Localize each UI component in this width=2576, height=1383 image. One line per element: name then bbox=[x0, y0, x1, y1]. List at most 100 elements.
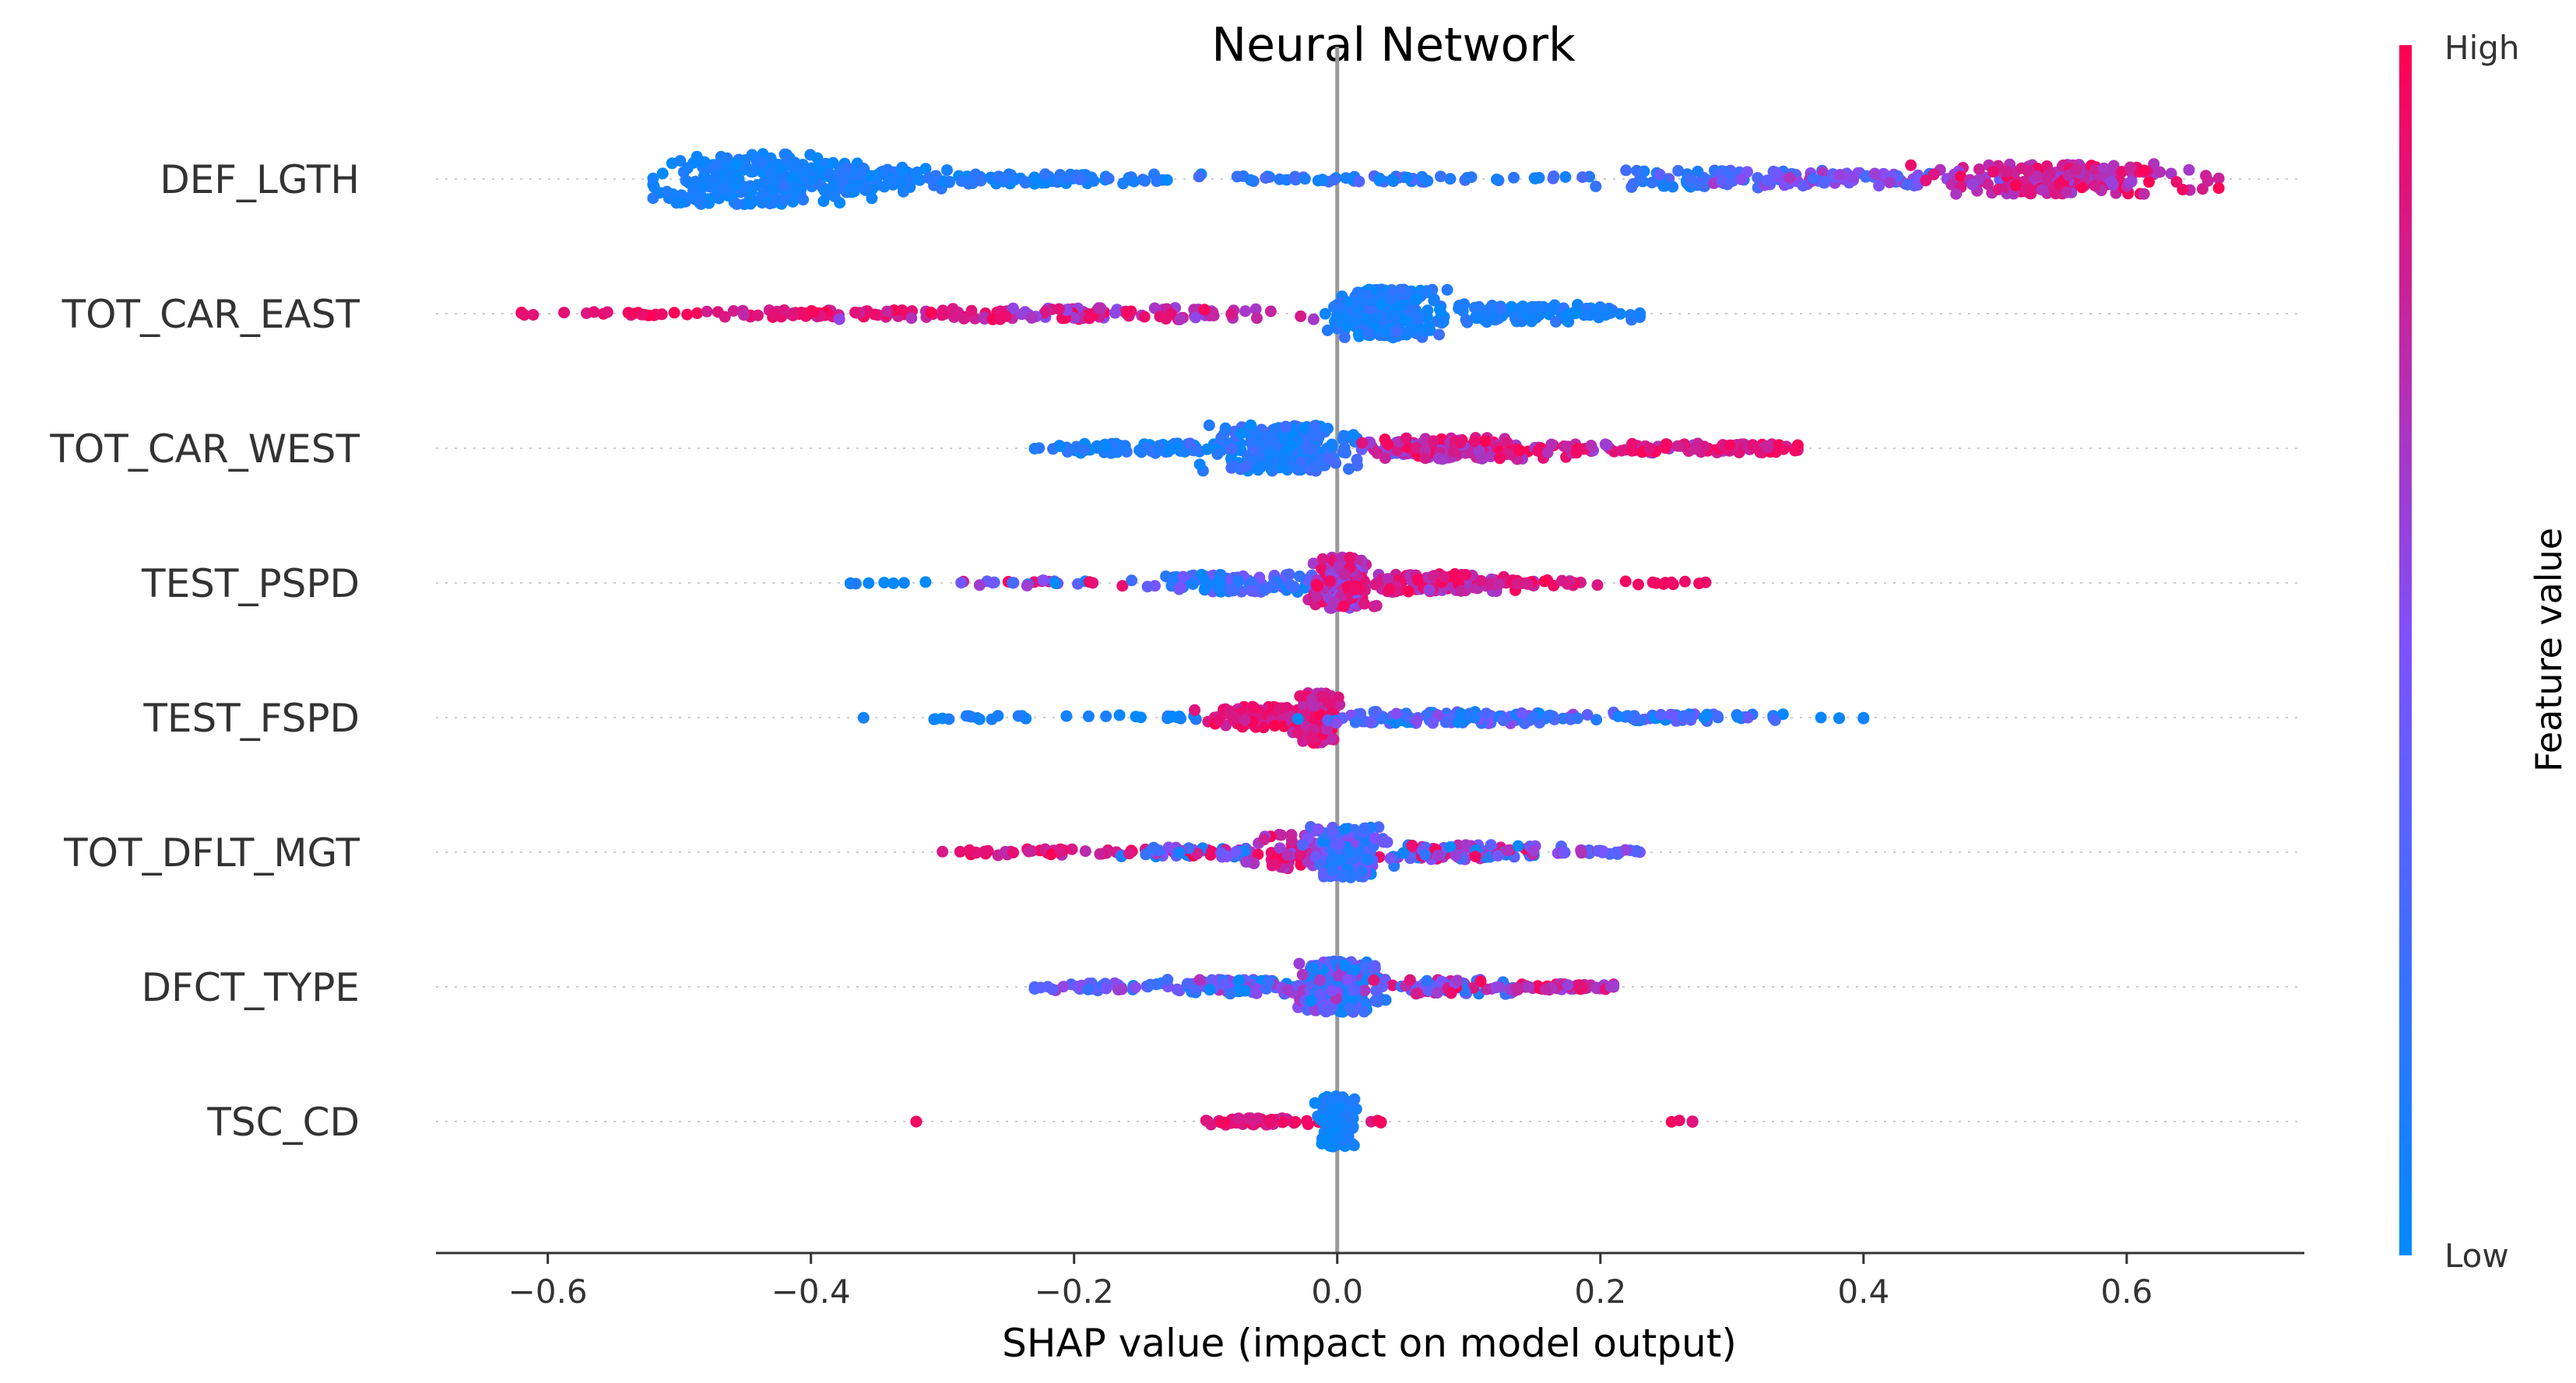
shap-dot bbox=[1275, 829, 1288, 841]
shap-dot bbox=[1046, 983, 1059, 995]
shap-dot bbox=[1684, 173, 1696, 184]
shap-dot bbox=[1460, 569, 1472, 581]
shap-dot bbox=[1054, 441, 1067, 452]
shap-dot bbox=[1455, 584, 1467, 597]
shap-dot bbox=[1053, 844, 1066, 857]
feature-labels: DEF_LGTH TOT_CAR_EAST TOT_CAR_WEST TEST_PSP… bbox=[49, 157, 360, 1145]
shap-dot bbox=[1539, 983, 1552, 995]
shap-dot bbox=[1698, 711, 1710, 724]
shap-dot bbox=[1319, 307, 1331, 320]
shap-dot bbox=[1527, 844, 1540, 857]
shap-dot bbox=[871, 169, 884, 181]
shap-dot bbox=[1212, 714, 1225, 726]
shap-dot bbox=[1356, 865, 1368, 877]
shap-dot bbox=[1493, 981, 1506, 993]
shap-dot bbox=[1074, 173, 1086, 185]
shap-dot bbox=[1422, 304, 1434, 317]
shap-dot bbox=[1306, 731, 1318, 743]
shap-dot bbox=[1137, 174, 1150, 187]
shap-dot bbox=[896, 165, 908, 177]
shap-dot bbox=[1193, 170, 1205, 183]
shap-dot bbox=[1506, 300, 1517, 313]
shap-dot bbox=[1807, 172, 1819, 184]
shap-dot bbox=[1082, 710, 1095, 722]
shap-dot bbox=[1481, 316, 1493, 328]
shap-dot bbox=[969, 168, 982, 181]
shap-dot bbox=[973, 579, 986, 591]
shap-dot bbox=[1199, 582, 1211, 595]
shap-dot bbox=[1368, 974, 1380, 986]
shap-dot bbox=[1561, 577, 1573, 590]
shap-dot bbox=[1316, 1138, 1328, 1150]
shap-dot bbox=[1689, 443, 1701, 455]
shap-dot bbox=[1769, 714, 1781, 726]
shap-dot bbox=[1214, 1116, 1227, 1129]
shap-dot bbox=[1390, 717, 1401, 729]
shap-dot bbox=[1491, 174, 1502, 185]
shap-dot bbox=[655, 308, 668, 321]
shap-dot bbox=[1314, 974, 1327, 986]
shap-dot bbox=[1331, 299, 1343, 311]
shap-dot bbox=[1432, 452, 1445, 465]
shap-dot bbox=[1269, 720, 1281, 732]
shap-dot bbox=[1292, 464, 1304, 476]
shap-dot bbox=[1332, 1132, 1344, 1144]
shap-dot bbox=[1344, 846, 1356, 858]
shap-dot bbox=[1421, 709, 1432, 721]
shap-dot bbox=[1712, 711, 1724, 722]
shap-dot bbox=[691, 307, 704, 319]
shap-dot bbox=[1296, 839, 1309, 851]
shap-dot bbox=[1344, 1002, 1357, 1015]
shap-dot bbox=[1494, 452, 1506, 465]
shap-dot bbox=[1007, 302, 1019, 314]
shap-dot bbox=[1454, 437, 1467, 449]
shap-dot bbox=[1508, 171, 1520, 184]
shap-dot bbox=[1126, 574, 1138, 587]
shap-dot bbox=[1468, 435, 1481, 448]
shap-dot bbox=[1102, 173, 1115, 184]
shap-dot bbox=[1239, 305, 1252, 318]
shap-dot bbox=[958, 312, 970, 325]
shap-dot bbox=[1784, 171, 1796, 184]
shap-dot bbox=[1312, 580, 1324, 592]
shap-dot bbox=[1293, 570, 1306, 582]
shap-dot bbox=[2212, 172, 2225, 184]
shap-dot bbox=[1387, 175, 1400, 188]
shap-dot bbox=[937, 845, 949, 858]
shap-dot bbox=[1819, 175, 1831, 188]
shap-dot bbox=[1481, 983, 1493, 995]
shap-dot bbox=[1631, 164, 1643, 177]
shap-dot bbox=[1337, 600, 1350, 613]
shap-dot bbox=[1353, 304, 1365, 316]
shap-dot bbox=[1347, 1122, 1359, 1134]
shap-dot bbox=[1277, 453, 1290, 465]
shap-dot bbox=[1068, 312, 1081, 324]
shap-dot bbox=[675, 196, 687, 209]
shap-dot bbox=[1212, 576, 1225, 588]
shap-dot bbox=[1119, 440, 1131, 452]
shap-dot bbox=[1601, 306, 1613, 318]
shap-dot bbox=[1469, 851, 1481, 863]
shap-dot bbox=[1202, 1115, 1214, 1128]
shap-dot bbox=[1109, 307, 1121, 319]
shap-dot bbox=[1327, 826, 1339, 838]
shap-dot bbox=[738, 309, 750, 321]
shap-dot bbox=[1664, 708, 1677, 721]
shap-dot bbox=[1141, 581, 1154, 593]
shap-dot bbox=[768, 171, 781, 183]
shap-dot bbox=[866, 192, 878, 205]
shap-dot bbox=[1362, 853, 1374, 865]
shap-dot bbox=[979, 845, 991, 858]
shap-dot bbox=[1620, 164, 1632, 177]
shap-dot bbox=[827, 180, 839, 191]
shap-dot bbox=[1025, 312, 1038, 324]
shap-dot bbox=[1397, 847, 1410, 859]
shap-dot bbox=[2036, 184, 2048, 196]
x-tick-label: 0.4 bbox=[1837, 1272, 1889, 1311]
shap-dot bbox=[1762, 441, 1774, 454]
shap-dot bbox=[1165, 308, 1178, 321]
shap-dot bbox=[1724, 439, 1736, 451]
shap-dot bbox=[1240, 855, 1253, 868]
shap-dot bbox=[1049, 577, 1062, 589]
